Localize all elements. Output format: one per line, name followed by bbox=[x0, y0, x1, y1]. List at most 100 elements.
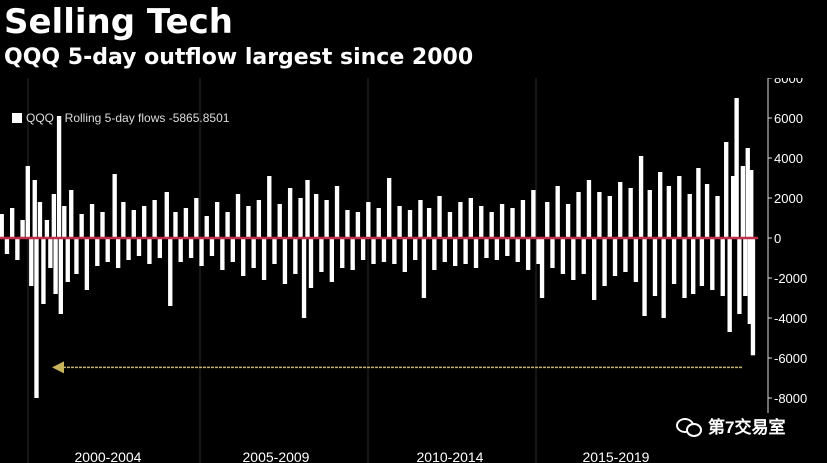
flow-bar bbox=[267, 176, 272, 238]
flow-bar bbox=[9, 208, 15, 238]
flow-bar bbox=[340, 238, 345, 268]
flow-bar bbox=[84, 238, 90, 290]
flow-bar bbox=[750, 238, 756, 356]
flow-bar bbox=[602, 238, 607, 286]
flow-bar bbox=[241, 238, 246, 276]
flow-bar bbox=[65, 238, 70, 282]
flow-bar bbox=[51, 194, 57, 238]
flow-bar bbox=[4, 238, 10, 254]
flow-bar bbox=[53, 238, 58, 294]
flow-bar bbox=[642, 238, 647, 316]
flow-bar bbox=[747, 238, 753, 324]
flow-bar bbox=[633, 238, 639, 282]
flow-bar bbox=[597, 192, 602, 238]
flow-bar bbox=[334, 186, 340, 238]
flow-bar bbox=[209, 238, 215, 256]
flow-bar bbox=[305, 180, 310, 238]
flow-bar bbox=[413, 238, 418, 260]
y-tick-label: 4000 bbox=[774, 151, 803, 166]
flow-bar bbox=[183, 208, 189, 238]
flow-bar bbox=[173, 212, 178, 238]
flow-bar bbox=[392, 238, 397, 264]
flow-bar bbox=[652, 238, 658, 296]
flow-bar bbox=[505, 238, 510, 256]
flow-bar bbox=[301, 238, 307, 318]
flow-bar bbox=[287, 188, 293, 238]
flow-bar bbox=[571, 238, 576, 280]
flow-bar bbox=[699, 238, 705, 286]
flow-bar bbox=[319, 238, 324, 272]
flow-bar bbox=[661, 238, 666, 318]
flow-bar bbox=[142, 206, 147, 238]
flow-bar bbox=[687, 194, 692, 238]
flow-bar bbox=[591, 238, 597, 300]
flow-bar bbox=[727, 238, 732, 332]
watermark: 第7交易室 bbox=[676, 413, 785, 438]
flow-bar bbox=[740, 166, 746, 238]
flow-bar bbox=[647, 190, 652, 238]
flow-bar bbox=[745, 148, 750, 238]
flow-bar bbox=[442, 238, 447, 262]
flow-bar bbox=[58, 238, 63, 314]
flow-bar bbox=[48, 238, 53, 268]
flow-bar bbox=[489, 212, 494, 238]
y-tick-label: -8000 bbox=[774, 391, 807, 406]
flow-bar bbox=[29, 238, 34, 286]
flow-bar bbox=[418, 200, 423, 238]
flow-bar bbox=[220, 238, 225, 270]
watermark-text: 第7交易室 bbox=[708, 418, 786, 437]
chart-subtitle: QQQ 5-day outflow largest since 2000 bbox=[4, 45, 474, 70]
flow-bar bbox=[545, 202, 550, 238]
flow-bar bbox=[251, 238, 256, 268]
flow-bar bbox=[246, 206, 251, 238]
flow-bar bbox=[188, 238, 194, 258]
flow-bar bbox=[37, 202, 43, 238]
flow-bar bbox=[194, 198, 199, 238]
x-tick-label: 2000-2004 bbox=[75, 449, 142, 463]
flow-bar bbox=[737, 238, 742, 314]
flow-bar bbox=[724, 142, 729, 238]
wechat-icon bbox=[676, 416, 702, 437]
flow-bar bbox=[691, 238, 696, 294]
flow-bar bbox=[696, 168, 701, 238]
flow-bar bbox=[618, 182, 623, 238]
flow-bar bbox=[510, 208, 515, 238]
flow-bar bbox=[743, 238, 748, 296]
y-tick-label: 6000 bbox=[774, 111, 803, 126]
flow-bar bbox=[152, 200, 157, 238]
flow-bar bbox=[34, 238, 39, 398]
flow-bar bbox=[314, 194, 319, 238]
flow-bar bbox=[147, 238, 152, 264]
flow-bar bbox=[261, 238, 267, 280]
flow-bar bbox=[79, 214, 84, 238]
flow-bar bbox=[710, 238, 715, 290]
flow-bar bbox=[44, 220, 50, 238]
flow-bar bbox=[230, 238, 235, 262]
flow-bar bbox=[131, 210, 136, 238]
legend-label: QQQ - Rolling 5-day flows -5865.8501 bbox=[26, 111, 230, 125]
flow-bar bbox=[407, 210, 413, 238]
flow-bar bbox=[371, 238, 376, 264]
flow-bar bbox=[494, 238, 500, 260]
flow-bar bbox=[324, 200, 329, 238]
flow-bar bbox=[479, 206, 484, 238]
flow-bar bbox=[32, 180, 37, 238]
flow-bar bbox=[136, 238, 142, 256]
flow-bar bbox=[458, 202, 463, 238]
flow-bar bbox=[360, 238, 366, 260]
chart-area: 8000 6000 4000 2000 0 -2000 -4000 -6000 -8000 QQQ… bbox=[0, 78, 827, 463]
flow-bar bbox=[329, 238, 335, 282]
flow-bar bbox=[715, 196, 720, 238]
flow-bar bbox=[397, 206, 402, 238]
flow-bar bbox=[607, 196, 612, 238]
flow-bar bbox=[157, 238, 163, 258]
flow-bar bbox=[473, 238, 479, 268]
flow-bar bbox=[105, 238, 110, 262]
y-tick-label: 8000 bbox=[774, 78, 803, 86]
flow-bar bbox=[658, 172, 663, 238]
flow-bar bbox=[704, 184, 710, 238]
flow-bar bbox=[550, 238, 555, 268]
x-tick-label: 2015-2019 bbox=[583, 449, 650, 463]
flow-bar bbox=[15, 238, 20, 260]
x-tick-label: 2005-2009 bbox=[243, 449, 310, 463]
